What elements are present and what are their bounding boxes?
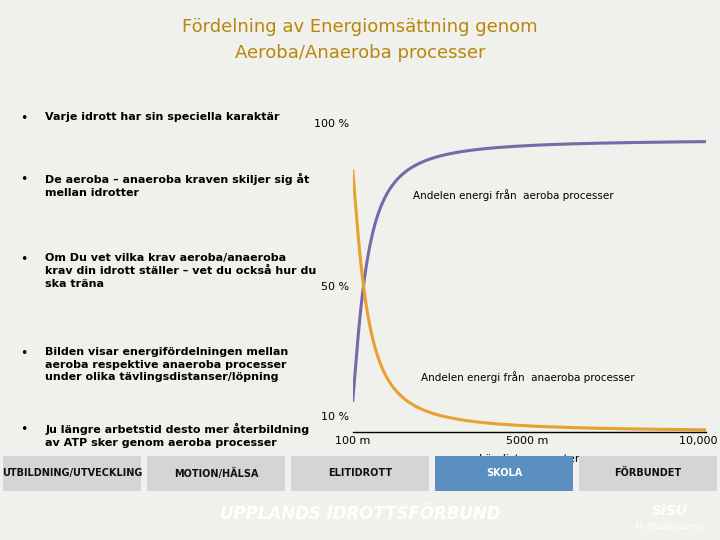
Text: Idrottsutbildarna: Idrottsutbildarna: [634, 522, 705, 531]
Text: Bilden visar energifördelningen mellan
aeroba respektive anaeroba processer
unde: Bilden visar energifördelningen mellan a…: [45, 347, 289, 382]
Text: De aeroba – anaeroba kraven skiljer sig åt
mellan idrotter: De aeroba – anaeroba kraven skiljer sig …: [45, 173, 310, 198]
Text: Fördelning av Energiomsättning genom
Aeroba/Anaeroba processer: Fördelning av Energiomsättning genom Aer…: [182, 17, 538, 62]
Text: •: •: [20, 173, 27, 186]
Text: Andelen energi från  aeroba processer: Andelen energi från aeroba processer: [413, 189, 614, 201]
Text: Andelen energi från  anaeroba processer: Andelen energi från anaeroba processer: [420, 371, 634, 383]
Text: UTBILDNING/UTVECKLING: UTBILDNING/UTVECKLING: [2, 468, 142, 478]
Text: •: •: [20, 347, 27, 360]
Text: Varje idrott har sin speciella karaktär: Varje idrott har sin speciella karaktär: [45, 112, 279, 122]
Text: SiSU: SiSU: [652, 503, 688, 517]
Text: •: •: [20, 253, 27, 266]
Text: FÖRBUNDET: FÖRBUNDET: [614, 468, 682, 478]
FancyBboxPatch shape: [579, 456, 717, 490]
FancyBboxPatch shape: [435, 456, 573, 490]
Text: •: •: [20, 423, 27, 436]
Text: SKOLA: SKOLA: [486, 468, 522, 478]
Text: ELITIDROTT: ELITIDROTT: [328, 468, 392, 478]
FancyBboxPatch shape: [291, 456, 429, 490]
Text: MOTION/HÄLSA: MOTION/HÄLSA: [174, 468, 258, 478]
X-axis label: Löpdistans, meter: Löpdistans, meter: [479, 455, 580, 464]
FancyBboxPatch shape: [147, 456, 285, 490]
Text: Ju längre arbetstid desto mer återbildning
av ATP sker genom aeroba processer: Ju längre arbetstid desto mer återbildni…: [45, 423, 310, 448]
FancyBboxPatch shape: [3, 456, 141, 490]
Text: UPPLANDS IDROTTSFÖRBUND: UPPLANDS IDROTTSFÖRBUND: [220, 505, 500, 523]
Text: Om Du vet vilka krav aeroba/anaeroba
krav din idrott ställer – vet du också hur : Om Du vet vilka krav aeroba/anaeroba kra…: [45, 253, 317, 288]
Text: •: •: [20, 112, 27, 125]
